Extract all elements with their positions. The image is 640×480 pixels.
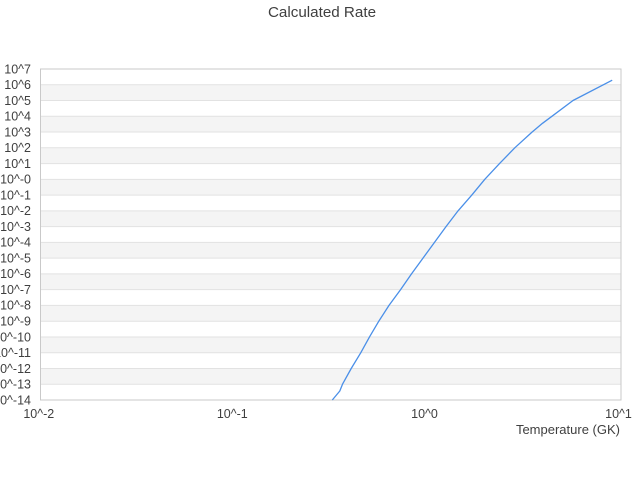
svg-text:10^2: 10^2 <box>4 141 31 155</box>
svg-text:10^-4: 10^-4 <box>0 236 31 250</box>
svg-text:10^1: 10^1 <box>605 407 632 421</box>
svg-text:10^7: 10^7 <box>4 62 31 76</box>
svg-text:Temperature (GK): Temperature (GK) <box>516 422 620 437</box>
svg-text:10^-14: 10^-14 <box>0 393 31 407</box>
svg-text:10^-0: 10^-0 <box>0 173 31 187</box>
svg-text:10^4: 10^4 <box>4 110 31 124</box>
svg-text:10^6: 10^6 <box>4 78 31 92</box>
svg-text:10^-9: 10^-9 <box>0 314 31 328</box>
svg-text:10^-13: 10^-13 <box>0 378 31 392</box>
svg-text:10^-10: 10^-10 <box>0 330 31 344</box>
svg-text:10^-3: 10^-3 <box>0 220 31 234</box>
svg-text:Calculated Rate: Calculated Rate <box>268 4 376 21</box>
svg-text:10^-2: 10^-2 <box>23 407 54 421</box>
svg-text:10^-11: 10^-11 <box>0 346 31 360</box>
svg-text:10^1: 10^1 <box>4 157 31 171</box>
svg-text:10^-5: 10^-5 <box>0 251 31 265</box>
svg-text:10^-1: 10^-1 <box>217 407 248 421</box>
svg-text:10^3: 10^3 <box>4 125 31 139</box>
svg-text:10^-12: 10^-12 <box>0 362 31 376</box>
svg-text:10^5: 10^5 <box>4 94 31 108</box>
svg-text:10^-1: 10^-1 <box>0 188 31 202</box>
svg-text:10^-8: 10^-8 <box>0 299 31 313</box>
svg-text:10^-7: 10^-7 <box>0 283 31 297</box>
svg-text:10^0: 10^0 <box>411 407 438 421</box>
svg-text:10^-2: 10^-2 <box>0 204 31 218</box>
svg-text:10^-6: 10^-6 <box>0 267 31 281</box>
